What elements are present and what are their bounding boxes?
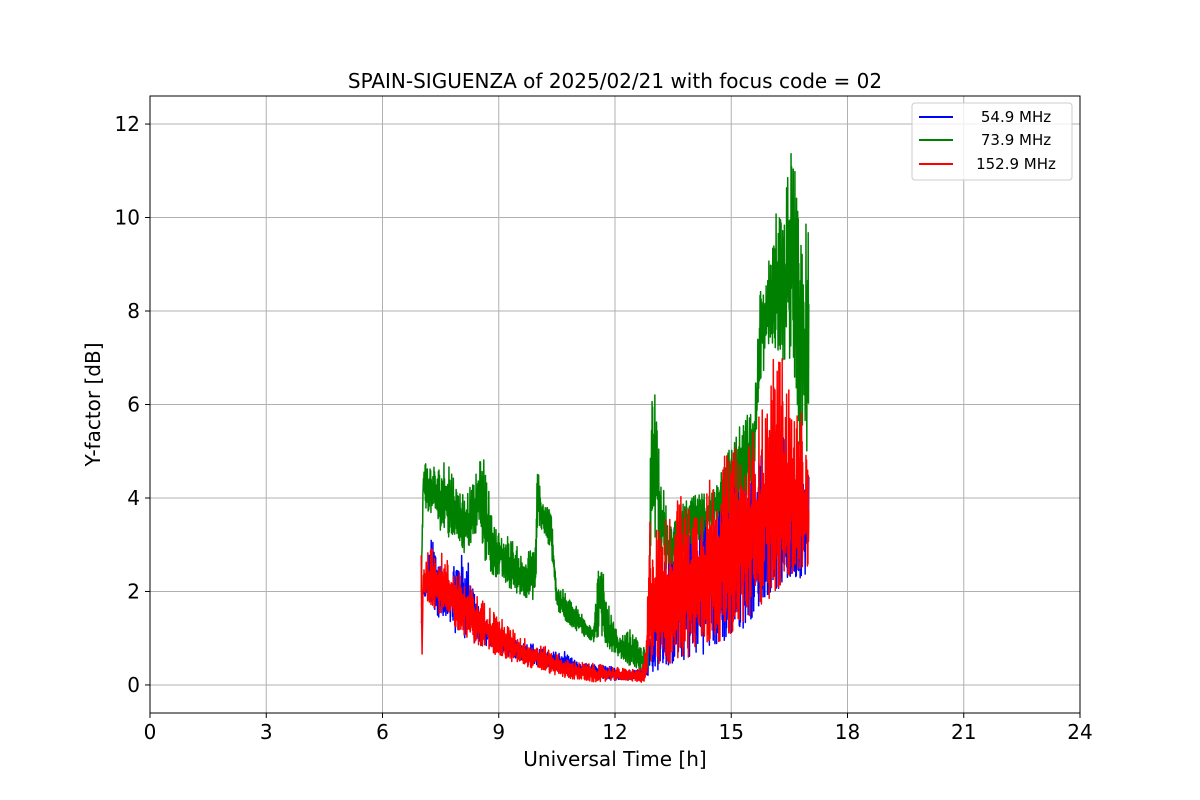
legend-label-73-9: 73.9 MHz bbox=[981, 131, 1051, 149]
chart-title: SPAIN-SIGUENZA of 2025/02/21 with focus … bbox=[348, 69, 882, 93]
x-tick-label: 6 bbox=[376, 720, 389, 744]
x-tick-label: 0 bbox=[144, 720, 157, 744]
y-tick-label: 2 bbox=[127, 579, 140, 603]
x-tick-label: 18 bbox=[835, 720, 860, 744]
x-tick-label: 21 bbox=[951, 720, 976, 744]
y-tick-label: 12 bbox=[115, 112, 140, 136]
series-line-73-9-mhz bbox=[420, 153, 810, 671]
x-axis-label: Universal Time [h] bbox=[523, 747, 706, 771]
series-layer bbox=[420, 153, 810, 683]
legend-label-152-9: 152.9 MHz bbox=[976, 155, 1056, 173]
series-line-152-9-mhz bbox=[420, 358, 810, 683]
x-tick-label: 24 bbox=[1067, 720, 1092, 744]
y-tick-label: 0 bbox=[127, 673, 140, 697]
x-tick-label: 9 bbox=[492, 720, 505, 744]
x-tick-label: 12 bbox=[602, 720, 627, 744]
x-tick-label: 3 bbox=[260, 720, 273, 744]
y-tick-label: 4 bbox=[127, 486, 140, 510]
legend-box bbox=[911, 102, 1073, 181]
y-tick-label: 10 bbox=[115, 206, 140, 230]
legend: 54.9 MHz 73.9 MHz 152.9 MHz bbox=[911, 102, 1073, 181]
y-axis-label: Y-factor [dB] bbox=[81, 342, 105, 467]
y-tick-label: 8 bbox=[127, 299, 140, 323]
y-tick-label: 6 bbox=[127, 393, 140, 417]
x-tick-label: 15 bbox=[719, 720, 744, 744]
legend-label-54-9: 54.9 MHz bbox=[981, 108, 1051, 126]
